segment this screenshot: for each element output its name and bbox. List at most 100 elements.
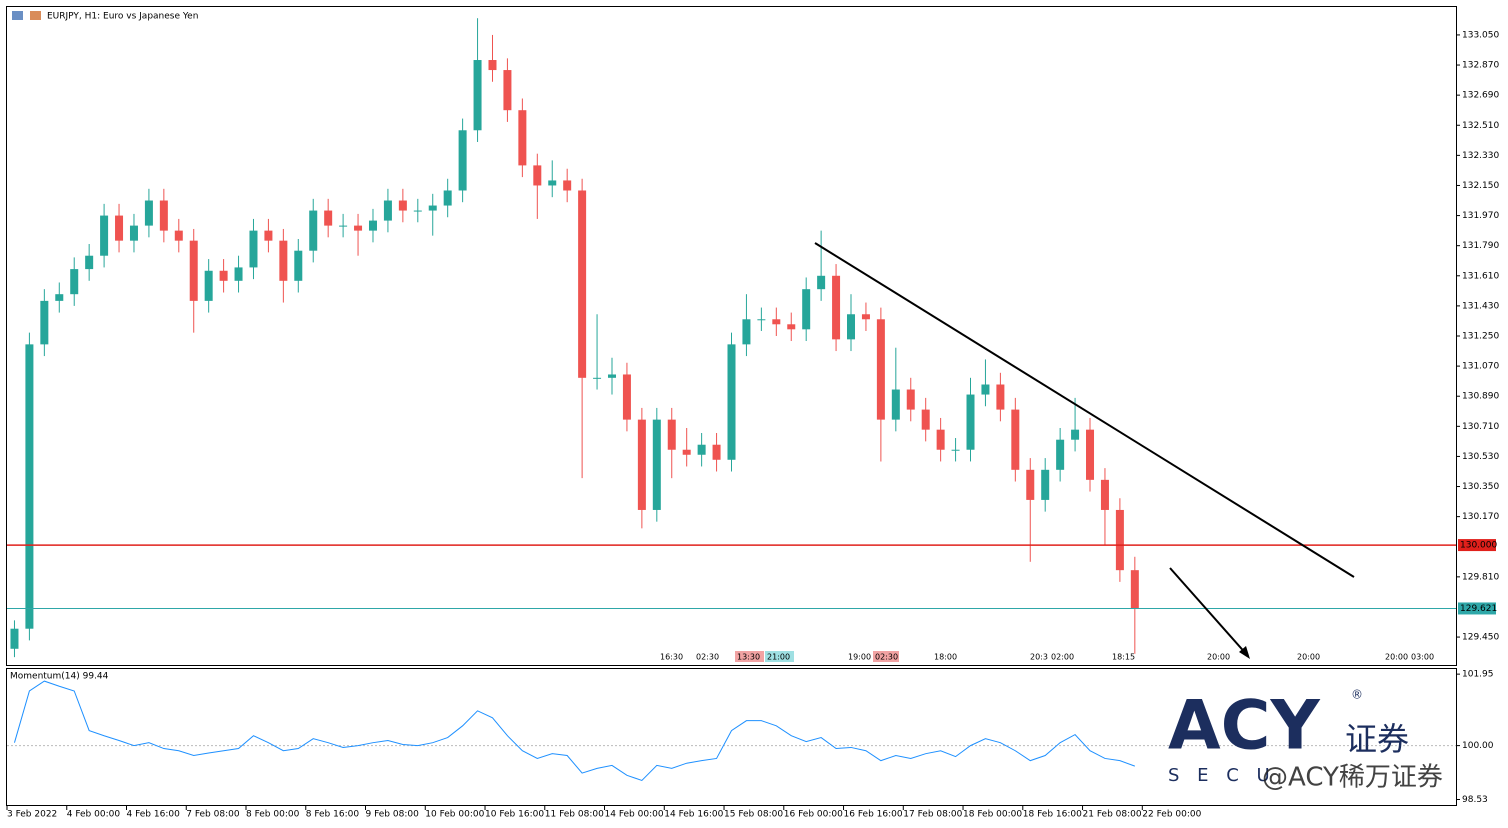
candle-body: [832, 275, 841, 340]
candle-body: [861, 314, 870, 320]
candle-body: [1056, 439, 1065, 470]
candle-body: [772, 319, 781, 325]
event-label: 16:30: [660, 653, 683, 662]
y-tick-label: 131.430: [1462, 301, 1499, 311]
x-tick-label: 9 Feb 08:00: [366, 810, 420, 820]
x-tick-label: 17 Feb 08:00: [903, 810, 962, 820]
candle-body: [533, 165, 542, 186]
level-label: 130.000: [1460, 541, 1497, 551]
candle-body: [1130, 570, 1139, 609]
candle-body: [324, 210, 333, 226]
candle-body: [667, 419, 676, 450]
candle-body: [757, 319, 766, 321]
x-tick-label: 3 Feb 2022: [7, 810, 57, 820]
candle-body: [428, 205, 437, 211]
candle-body: [1011, 409, 1020, 470]
y-tick-label: 131.970: [1462, 211, 1499, 221]
candle-body: [996, 384, 1005, 410]
y-tick-label: 133.050: [1462, 30, 1499, 40]
candle-body: [279, 240, 288, 281]
candle-body: [1041, 469, 1050, 500]
logo-brand: ACY: [1168, 687, 1321, 766]
event-label: 18:00: [934, 653, 957, 662]
candle-body: [204, 270, 213, 301]
x-tick-label: 21 Feb 08:00: [1083, 810, 1142, 820]
candle-body: [697, 444, 706, 455]
candle-body: [787, 324, 796, 330]
candle-body: [622, 374, 631, 420]
indicator-panel: [6, 668, 1457, 806]
candle-body: [503, 70, 512, 111]
candle-body: [906, 389, 915, 410]
x-tick-label: 16 Feb 00:00: [784, 810, 843, 820]
x-tick-label: 11 Feb 08:00: [545, 810, 604, 820]
candle-body: [129, 225, 138, 241]
event-label: 02:00: [1051, 653, 1074, 662]
event-label: 13:30: [737, 653, 760, 662]
candle-body: [1026, 469, 1035, 500]
logo-cn: 证券: [1345, 720, 1409, 758]
level-tag: [1458, 539, 1496, 552]
y-tick-label: 98.53: [1462, 795, 1488, 805]
candle-body: [607, 374, 616, 378]
x-tick-label: 14 Feb 00:00: [605, 810, 664, 820]
event-label: 20:00: [1207, 653, 1230, 662]
event-label: 21:00: [767, 653, 790, 662]
candle-body: [368, 220, 377, 231]
candle-body: [219, 270, 228, 281]
event-labels: 16:30 02:30 13:30 21:00 19:00 02:30 18:0…: [660, 651, 1434, 662]
candle-body: [264, 230, 273, 241]
candle-body: [936, 429, 945, 450]
symbol-icon: [30, 11, 41, 20]
y-tick-label: 131.610: [1462, 271, 1499, 281]
y-tick-label: 132.510: [1462, 121, 1499, 131]
event-bg: [873, 651, 899, 662]
y-tick-label: 132.690: [1462, 91, 1499, 101]
y-tick-label: 130.530: [1462, 452, 1499, 462]
event-label: 20:3: [1030, 653, 1048, 662]
y-tick-label: 132.870: [1462, 61, 1499, 71]
arrow: [1169, 567, 1249, 657]
x-tick-label: 18 Feb 00:00: [963, 810, 1022, 820]
candle-body: [1086, 429, 1095, 480]
logo-sub: S E C U: [1168, 765, 1276, 786]
x-tick-label: 8 Feb 00:00: [246, 810, 300, 820]
candle-body: [174, 230, 183, 241]
candle-body: [144, 200, 153, 226]
candle-body: [488, 60, 497, 71]
y-tick-label: 129.810: [1462, 572, 1499, 582]
candle-body: [234, 267, 243, 281]
candle-body: [398, 200, 407, 211]
y-tick-label: 130.890: [1462, 392, 1499, 402]
event-label: 19:00: [848, 653, 871, 662]
x-tick-label: 4 Feb 00:00: [67, 810, 121, 820]
candle-body: [951, 449, 960, 451]
candle-body: [802, 289, 811, 330]
logo-mark: ®: [1351, 688, 1363, 702]
candle-body: [593, 377, 602, 379]
event-bg: [735, 651, 764, 662]
candle-body: [817, 275, 826, 290]
y-tick-label: 130.710: [1462, 422, 1499, 432]
x-tick-label: 10 Feb 16:00: [485, 810, 544, 820]
candle-body: [294, 250, 303, 281]
candle-body: [921, 409, 930, 430]
x-tick-label: 10 Feb 00:00: [425, 810, 484, 820]
candle-body: [637, 419, 646, 510]
y-tick-label: 100.00: [1462, 741, 1494, 751]
candle-body: [383, 200, 392, 221]
candle-body: [413, 210, 422, 212]
candle-body: [354, 225, 363, 231]
candle-body: [473, 60, 482, 131]
y-tick-label: 130.350: [1462, 482, 1499, 492]
candle-body: [249, 230, 258, 268]
indicator-title: Momentum(14) 99.44: [10, 672, 109, 682]
candle-body: [578, 190, 587, 378]
level-label: 129.621: [1460, 604, 1497, 614]
momentum-line: [13, 680, 1136, 782]
candle-body: [876, 319, 885, 420]
event-label: 20:00: [1297, 653, 1320, 662]
candle-body: [742, 319, 751, 345]
candle-body: [100, 215, 109, 256]
